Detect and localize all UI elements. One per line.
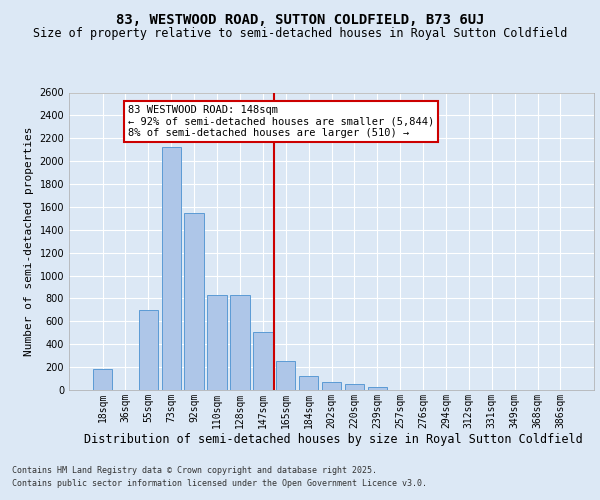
Bar	[161, 148, 181, 390]
Bar	[230, 295, 250, 390]
Bar	[299, 376, 319, 390]
Y-axis label: Number of semi-detached properties: Number of semi-detached properties	[24, 126, 34, 356]
Text: Distribution of semi-detached houses by size in Royal Sutton Coldfield: Distribution of semi-detached houses by …	[83, 432, 583, 446]
Text: Contains HM Land Registry data © Crown copyright and database right 2025.: Contains HM Land Registry data © Crown c…	[12, 466, 377, 475]
Bar	[139, 310, 158, 390]
Text: 83, WESTWOOD ROAD, SUTTON COLDFIELD, B73 6UJ: 83, WESTWOOD ROAD, SUTTON COLDFIELD, B73…	[116, 12, 484, 26]
Bar	[322, 382, 341, 390]
Bar	[184, 212, 204, 390]
Bar	[276, 361, 295, 390]
Bar	[253, 332, 272, 390]
Bar	[93, 370, 112, 390]
Text: Contains public sector information licensed under the Open Government Licence v3: Contains public sector information licen…	[12, 479, 427, 488]
Text: Size of property relative to semi-detached houses in Royal Sutton Coldfield: Size of property relative to semi-detach…	[33, 28, 567, 40]
Text: 83 WESTWOOD ROAD: 148sqm
← 92% of semi-detached houses are smaller (5,844)
8% of: 83 WESTWOOD ROAD: 148sqm ← 92% of semi-d…	[128, 105, 434, 138]
Bar	[208, 295, 227, 390]
Bar	[368, 387, 387, 390]
Bar	[344, 384, 364, 390]
